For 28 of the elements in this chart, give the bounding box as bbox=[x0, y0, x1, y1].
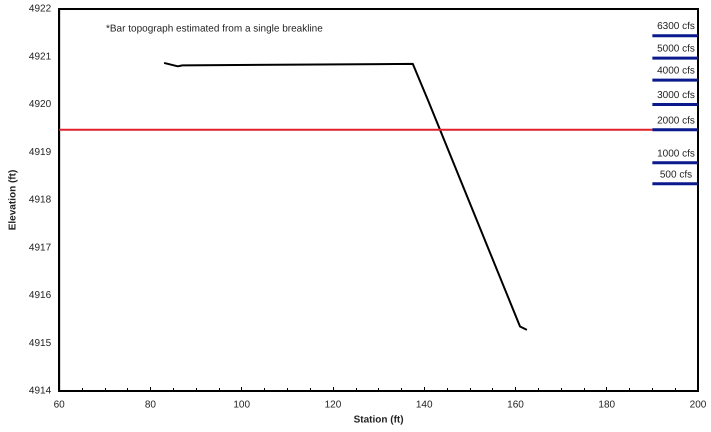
series-label: 6300 cfs bbox=[657, 21, 695, 32]
y-tick-label: 4916 bbox=[28, 290, 52, 301]
x-tick-label: 120 bbox=[324, 400, 342, 410]
line-series bbox=[163, 62, 528, 331]
x-tick-label: 100 bbox=[233, 400, 250, 410]
x-tick-label: 60 bbox=[54, 400, 66, 410]
series-label: 3000 cfs bbox=[657, 90, 695, 101]
x-tick-label: 80 bbox=[144, 400, 156, 410]
y-axis-title: Elevation (ft) bbox=[8, 170, 18, 230]
x-tick-label: 180 bbox=[598, 400, 616, 410]
series-label: 5000 cfs bbox=[657, 44, 695, 55]
series-label: 2000 cfs bbox=[657, 115, 695, 126]
x-axis-title: Station (ft) bbox=[354, 414, 404, 426]
y-tick-label: 4915 bbox=[28, 338, 52, 349]
series-label: 500 cfs bbox=[660, 169, 692, 180]
series-label: 1000 cfs bbox=[657, 148, 695, 160]
series-label: 4000 cfs bbox=[657, 66, 695, 77]
x-tick-label: 160 bbox=[507, 400, 524, 410]
y-tick-label: 4918 bbox=[28, 194, 52, 206]
y-tick-label: 4914 bbox=[28, 386, 52, 396]
y-tick-label: 4920 bbox=[28, 99, 52, 110]
annotation: *Bar topograph estimated from a single breakline bbox=[106, 24, 324, 34]
x-tick-label: 200 bbox=[690, 400, 707, 410]
y-tick-label: 4922 bbox=[28, 4, 52, 14]
y-tick-label: 4919 bbox=[28, 146, 52, 158]
x-tick-label: 140 bbox=[416, 400, 433, 410]
y-tick-label: 4921 bbox=[28, 51, 52, 62]
y-tick-label: 4917 bbox=[28, 242, 52, 254]
